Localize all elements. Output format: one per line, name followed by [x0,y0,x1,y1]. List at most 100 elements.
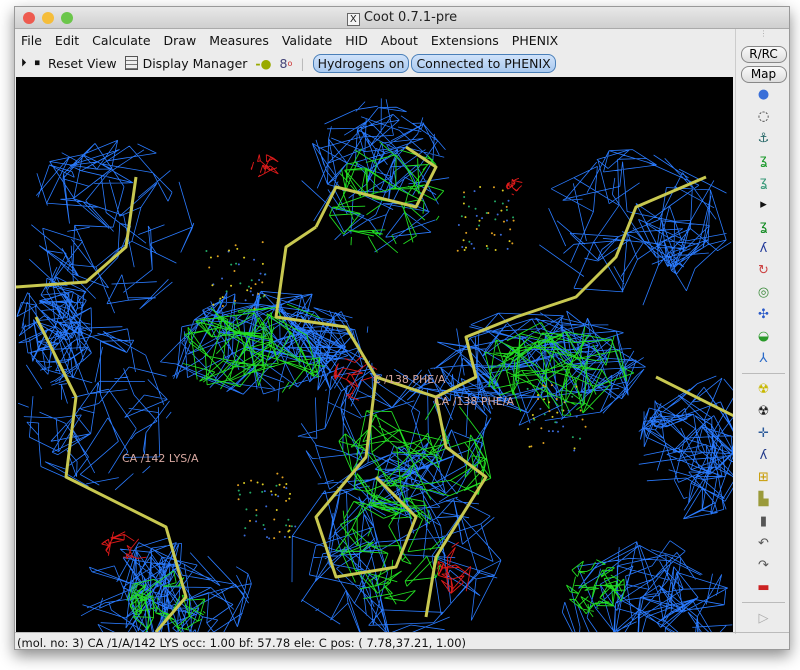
edit-chi-angles-icon[interactable]: ✣ [758,306,769,322]
water-dot [221,296,224,299]
redo-icon[interactable]: ↷ [758,557,769,573]
expand-arrow-icon[interactable]: ▸ [760,196,767,212]
water-dot [456,249,459,252]
stop-icon[interactable]: ⏹ [34,56,41,69]
map-contour [291,470,502,632]
real-space-refine-icon[interactable]: ʓ [759,152,768,168]
water-dot [499,233,502,236]
water-dot [567,409,570,412]
drag-handle[interactable]: ⋮ [759,29,768,38]
zoom-button[interactable] [61,12,73,24]
regularize-icon[interactable]: ʓ [759,174,768,190]
map-contour [566,559,626,618]
water-dot [464,216,467,219]
water-dot [294,525,297,528]
mutate-autofit-icon[interactable]: ☢ [757,403,770,419]
water-dot [228,249,231,252]
water-dot [555,421,558,424]
menu-edit[interactable]: Edit [54,32,80,48]
display-manager-button[interactable]: Display Manager [142,55,248,71]
water-dot [493,233,496,236]
go-to-atom-icon[interactable]: -● [255,55,272,71]
menu-about[interactable]: About [380,32,418,48]
water-dot [273,537,276,540]
menu-measures[interactable]: Measures [209,32,269,48]
water-dot [531,414,534,417]
add-alt-conf-icon[interactable]: ʎ [759,447,768,463]
water-dot [234,299,237,302]
water-dot [259,296,262,299]
water-dot [554,421,557,424]
map-contour [539,149,732,306]
rotate-translate-residue-icon[interactable]: ◌ [757,108,770,124]
rotamer-icon[interactable]: ↻ [758,262,769,278]
water-dot [278,483,281,486]
water-dot [255,514,258,517]
menu-extensions[interactable]: Extensions [430,32,499,48]
water-dot [487,212,490,215]
place-atom-icon[interactable]: ⊞ [758,469,769,485]
menu-validate[interactable]: Validate [281,32,333,48]
delete-icon[interactable]: ▮ [759,513,768,529]
water-dot [486,247,489,250]
menu-phenix[interactable]: PHENIX [511,32,559,48]
menu-hid[interactable]: HID [345,32,368,48]
water-dot [230,284,233,287]
rrc-button[interactable]: R/RC [740,46,787,63]
water-dot [502,220,505,223]
menu-calculate[interactable]: Calculate [92,32,151,48]
water-dot [253,307,256,310]
water-dot [236,247,239,250]
water-dot [237,484,240,487]
close-button[interactable] [23,12,35,24]
water-dot [530,445,533,448]
water-dot [233,269,236,272]
rotate-translate-icon[interactable]: ● [757,86,770,102]
auto-fit-rotamer-icon[interactable]: ◎ [757,284,770,300]
water-dot [542,384,545,387]
water-dot [475,214,478,217]
water-dot [496,213,499,216]
water-dot [478,219,481,222]
rigid-body-fit-icon[interactable]: ʓ [759,218,768,234]
mutate-icon[interactable]: ☢ [757,381,770,397]
water-dot [512,216,515,219]
torsion-general-icon[interactable]: ⅄ [759,350,768,366]
undo-icon[interactable]: ↶ [758,535,769,551]
pepflip-icon[interactable]: ▙ [758,491,769,507]
map-contour [437,542,472,594]
menu-file[interactable]: File [21,32,42,48]
map-button[interactable]: Map [740,66,787,83]
water-dot [261,490,264,493]
3d-graphics-view[interactable]: C /138 PHE/A CA /138 PHE/A CA /142 LYS/A [16,77,733,632]
water-dot [461,246,464,249]
phenix-connection-button[interactable]: Connected to PHENIX [411,53,556,73]
water-dot [465,231,468,234]
reset-view-button[interactable]: Reset View [48,55,117,71]
map-contour [430,310,646,426]
expand-toolbar-icon[interactable]: ▷ [758,610,769,626]
backbone-icon[interactable]: ʎ [759,240,768,256]
minimize-button[interactable] [42,12,54,24]
model-fit-toolbar: ⋮ R/RC Map ● ◌ ⚓ ʓ ʓ ▸ ʓ ʎ ↻ ◎ ✣ ◒ ⅄ ☢ ☢ ✛ ʎ ⊞ ▙ ▮ ↶ ↷ ▬ ▷ [735,29,791,634]
status-bar: (mol. no: 3) CA /1/A/142 LYS occ: 1.00 b… [15,632,789,651]
water-dot [548,410,551,413]
water-dot [555,398,558,401]
water-dot [539,407,542,410]
water-dot [485,245,488,248]
water-dot [478,224,481,227]
add-terminal-residue-icon[interactable]: ✛ [758,425,769,441]
menu-draw[interactable]: Draw [163,32,197,48]
side-chain-180-icon[interactable]: ◒ [757,328,770,344]
flag-icon[interactable]: ▬ [757,579,770,595]
water-dot [281,476,284,479]
hydrogens-toggle[interactable]: Hydrogens on [312,53,410,73]
anchor-icon[interactable]: ⚓ [757,130,770,146]
water-dot [235,262,238,265]
map-contour [338,402,492,517]
water-dot [544,385,547,388]
water-dot [500,209,503,212]
play-icon[interactable]: ⏵ [21,56,27,69]
